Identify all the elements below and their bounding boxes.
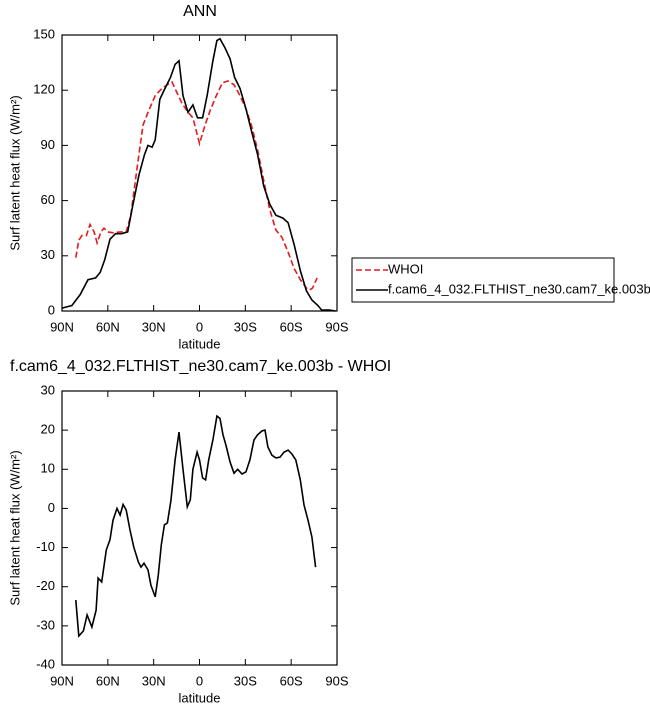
- x-tick-label: 60S: [280, 673, 303, 688]
- y-axis-label: Surf latent heat flux (W/m²): [7, 95, 22, 250]
- x-axis-label: latitude: [179, 690, 221, 705]
- x-tick-label: 60N: [96, 673, 120, 688]
- y-tick-label: -10: [36, 539, 55, 554]
- x-axis-label: latitude: [179, 336, 221, 351]
- y-tick-label: -20: [36, 578, 55, 593]
- y-tick-label: -30: [36, 617, 55, 632]
- legend-box: [351, 257, 615, 303]
- y-tick-label: 20: [41, 422, 55, 437]
- plot-frame: [61, 390, 338, 666]
- x-tick-label: 90S: [325, 673, 348, 688]
- chart-title: ANN: [183, 3, 217, 20]
- x-tick-label: 30S: [234, 319, 257, 334]
- x-tick-label: 30S: [234, 673, 257, 688]
- x-tick-label: 90N: [50, 319, 74, 334]
- data-line: [61, 37, 336, 312]
- x-tick-label: 90N: [50, 673, 74, 688]
- legend-label: WHOI: [388, 261, 423, 276]
- y-tick-label: 120: [33, 82, 55, 97]
- x-tick-label: 60S: [280, 319, 303, 334]
- data-line: [75, 80, 318, 291]
- y-tick-label: 30: [41, 247, 55, 262]
- y-tick-label: 90: [41, 137, 55, 152]
- y-axis-label: Surf latent heat flux (W/m²): [7, 450, 22, 605]
- y-tick-label: 0: [48, 500, 55, 515]
- y-tick-label: 150: [33, 26, 55, 41]
- plot-frame: [61, 34, 338, 312]
- x-tick-label: 30N: [142, 319, 166, 334]
- legend-label: f.cam6_4_032.FLTHIST_ne30.cam7_ke.003b: [388, 281, 650, 296]
- y-tick-label: -40: [36, 656, 55, 671]
- data-line: [75, 414, 317, 638]
- x-tick-label: 0: [196, 673, 203, 688]
- chart-title: f.cam6_4_032.FLTHIST_ne30.cam7_ke.003b -…: [10, 358, 391, 375]
- y-tick-label: 30: [41, 382, 55, 397]
- x-tick-label: 30N: [142, 673, 166, 688]
- y-tick-label: 60: [41, 192, 55, 207]
- y-tick-label: 10: [41, 461, 55, 476]
- x-tick-label: 60N: [96, 319, 120, 334]
- x-tick-label: 90S: [325, 319, 348, 334]
- x-tick-label: 0: [196, 319, 203, 334]
- y-tick-label: 0: [48, 302, 55, 317]
